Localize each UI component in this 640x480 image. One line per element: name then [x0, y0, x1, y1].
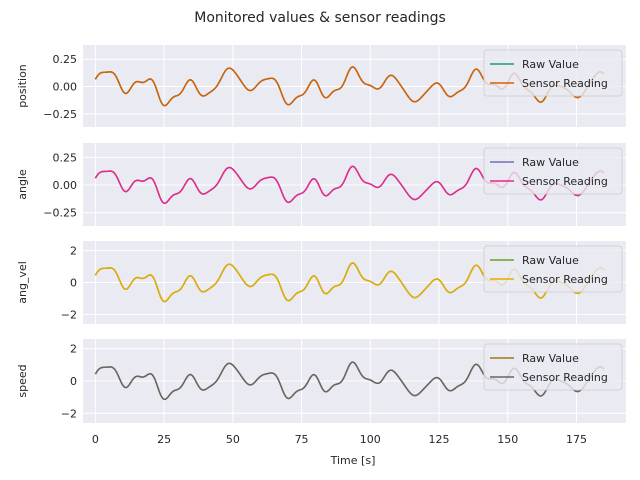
panel-ang_vel: −2 0 2 ang_vel Raw Value Sensor Reading: [16, 241, 626, 324]
legend-frame: [483, 245, 623, 293]
chart-panels: −0.25 0.00 0.25 position Raw Value Sensor Rea…: [16, 45, 626, 423]
legend: Raw Value Sensor Reading: [483, 49, 623, 97]
y-tick-label: 2: [70, 245, 77, 258]
legend-frame: [483, 49, 623, 97]
y-tick-label: 0: [70, 277, 77, 290]
legend-entry: Sensor Reading: [522, 273, 608, 286]
y-tick-label: 0.25: [53, 151, 78, 164]
x-tick-label: 75: [295, 433, 309, 446]
legend-entry: Sensor Reading: [522, 371, 608, 384]
legend-frame: [483, 343, 623, 391]
x-tick-label: 25: [157, 433, 171, 446]
x-tick-label: 50: [226, 433, 240, 446]
legend-frame: [483, 147, 623, 195]
y-tick-label: 2: [70, 343, 77, 356]
y-axis-label: angle: [16, 169, 29, 200]
legend: Raw Value Sensor Reading: [483, 245, 623, 293]
y-tick-label: 0.25: [53, 53, 78, 66]
legend-entry: Sensor Reading: [522, 175, 608, 188]
y-tick-label: −2: [61, 308, 77, 321]
panel-angle: −0.25 0.00 0.25 angle Raw Value Sensor Readin…: [16, 143, 626, 226]
y-tick-label: −2: [61, 407, 77, 420]
x-tick-label: 0: [92, 433, 99, 446]
panel-position: −0.25 0.00 0.25 position Raw Value Sensor Rea…: [16, 45, 626, 127]
y-tick-label: 0.00: [53, 81, 78, 94]
legend: Raw Value Sensor Reading: [483, 343, 623, 391]
legend-entry: Raw Value: [522, 58, 579, 71]
x-tick-label: 175: [566, 433, 587, 446]
x-tick-label: 125: [429, 433, 450, 446]
x-tick-label: 100: [360, 433, 381, 446]
legend-entry: Raw Value: [522, 352, 579, 365]
y-tick-label: 0: [70, 375, 77, 388]
y-tick-label: 0.00: [53, 179, 78, 192]
y-axis-label: speed: [16, 364, 29, 397]
x-axis: 0 25 50 75 100 125 150 175: [92, 433, 587, 446]
legend-entry: Sensor Reading: [522, 77, 608, 90]
legend: Raw Value Sensor Reading: [483, 147, 623, 195]
y-tick-label: −0.25: [43, 108, 77, 121]
y-axis-label: ang_vel: [16, 261, 29, 304]
x-tick-label: 150: [497, 433, 518, 446]
figure-title: Monitored values & sensor readings: [194, 10, 446, 26]
y-axis-label: position: [16, 64, 29, 108]
x-axis-label: Time [s]: [330, 454, 376, 467]
legend-entry: Raw Value: [522, 156, 579, 169]
y-tick-label: −0.25: [43, 207, 77, 220]
legend-entry: Raw Value: [522, 254, 579, 267]
panel-speed: −2 0 2 speed Raw Value Sensor Reading: [16, 339, 626, 423]
